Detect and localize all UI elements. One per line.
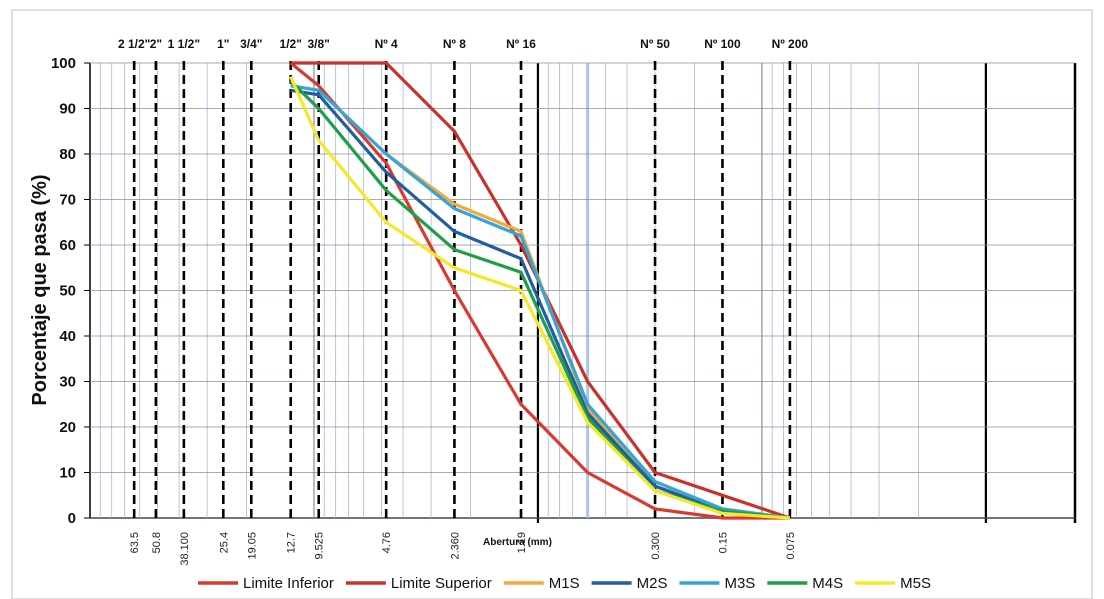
sieve-name-label: Nº 100 (704, 37, 741, 51)
y-tick-label: 10 (59, 465, 76, 482)
y-tick-label: 60 (59, 237, 76, 254)
y-tick-label: 80 (59, 146, 76, 163)
y-axis-label: Porcentaje que pasa (%) (29, 174, 51, 405)
x-tick-label: 9.525 (314, 532, 326, 560)
legend-label: M2S (637, 575, 668, 592)
series-line-m5s (289, 76, 791, 520)
x-tick-label: 63.5 (129, 532, 141, 553)
x-tick-label: 50.8 (151, 532, 163, 553)
x-tick-label: 0.300 (650, 532, 662, 560)
y-tick-label: 20 (59, 419, 76, 436)
y-tick-label: 30 (59, 374, 76, 391)
outer-frame (11, 9, 1093, 599)
series-line-m2s (290, 88, 791, 520)
y-tick-label: 50 (59, 283, 76, 300)
x-tick-label: 2.360 (449, 532, 461, 560)
legend-label: Limite Inferior (243, 575, 334, 592)
x-tick-label: 12.7 (286, 532, 298, 553)
sieve-name-label: 1" (217, 37, 229, 51)
x-tick-label: 25.4 (218, 532, 230, 553)
sieve-name-label: 1/2" (280, 37, 302, 51)
sieve-name-label: Nº 50 (640, 37, 670, 51)
sieve-name-label: 3/8" (308, 37, 330, 51)
x-axis-label: Abertura (mm) (483, 537, 552, 548)
legend-label: M5S (900, 575, 931, 592)
series-line-limite-superior (290, 61, 791, 520)
legend-label: M1S (549, 575, 580, 592)
legend-label: M3S (724, 575, 755, 592)
x-tick-label: 19.05 (246, 532, 258, 560)
series-line-m3s (290, 84, 791, 520)
y-tick-label: 0 (68, 510, 76, 527)
x-tick-label: 0.075 (785, 532, 797, 560)
sieve-name-label: 2 1/2" (118, 37, 150, 51)
y-tick-label: 100 (51, 55, 76, 72)
sieve-name-label: Nº 16 (506, 37, 536, 51)
y-tick-label: 40 (59, 328, 76, 345)
sieve-name-label: 3/4" (240, 37, 262, 51)
y-tick-label: 90 (59, 101, 76, 118)
sieve-name-label: Nº 4 (375, 37, 398, 51)
x-tick-label: 0.15 (717, 532, 729, 553)
sieve-name-label: 2" (150, 37, 162, 51)
x-tick-label: 4.76 (381, 532, 393, 553)
sieve-name-label: 1 1/2" (168, 37, 200, 51)
legend-label: Limite Superior (391, 575, 492, 592)
sieve-name-label: Nº 8 (443, 37, 466, 51)
y-tick-label: 70 (59, 192, 76, 209)
x-tick-label: 38.100 (179, 532, 191, 566)
x-tick-label: 1.19 (516, 532, 528, 553)
legend-label: M4S (812, 575, 843, 592)
sieve-name-label: Nº 200 (772, 37, 809, 51)
